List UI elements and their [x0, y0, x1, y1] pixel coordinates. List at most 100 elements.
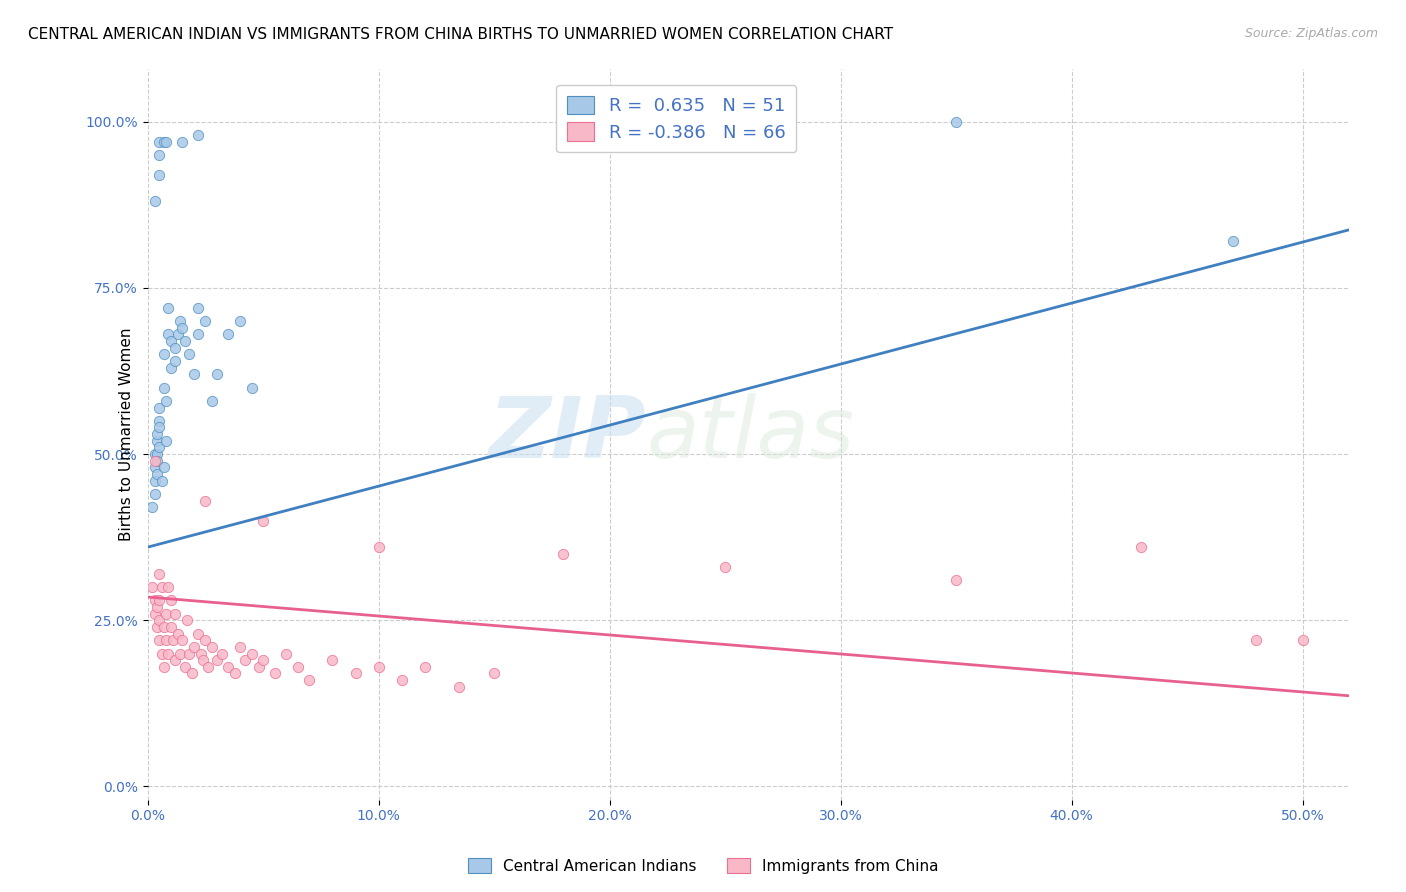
Point	[148, 168, 170, 182]
Point	[148, 135, 170, 149]
Point	[148, 401, 170, 415]
Point	[252, 514, 274, 528]
Text: atlas: atlas	[647, 392, 853, 475]
Point	[553, 547, 575, 561]
Point	[172, 320, 194, 334]
Point	[143, 474, 166, 488]
Point	[159, 620, 181, 634]
Point	[153, 660, 176, 674]
Point	[1129, 540, 1152, 554]
Point	[240, 381, 263, 395]
Point	[162, 633, 184, 648]
Legend: Central American Indians, Immigrants from China: Central American Indians, Immigrants fro…	[461, 852, 945, 880]
Point	[150, 647, 173, 661]
Point	[155, 135, 177, 149]
Point	[183, 368, 205, 382]
Point	[229, 640, 252, 654]
Point	[157, 580, 180, 594]
Point	[165, 607, 187, 621]
Point	[159, 334, 181, 348]
Point	[276, 647, 298, 661]
Point	[146, 434, 169, 448]
Point	[179, 647, 201, 661]
Point	[146, 427, 169, 442]
Point	[201, 393, 224, 408]
Point	[1291, 633, 1313, 648]
Point	[157, 301, 180, 315]
Point	[218, 327, 240, 342]
Point	[179, 347, 201, 361]
Point	[148, 633, 170, 648]
Point	[252, 653, 274, 667]
Point	[201, 640, 224, 654]
Point	[166, 626, 188, 640]
Point	[153, 460, 176, 475]
Point	[413, 660, 436, 674]
Point	[172, 633, 194, 648]
Point	[148, 613, 170, 627]
Point	[224, 666, 246, 681]
Point	[155, 434, 177, 448]
Point	[146, 454, 169, 468]
Point	[143, 593, 166, 607]
Point	[1222, 235, 1244, 249]
Point	[157, 647, 180, 661]
Point	[205, 368, 228, 382]
Legend: R =  0.635   N = 51, R = -0.386   N = 66: R = 0.635 N = 51, R = -0.386 N = 66	[557, 85, 796, 153]
Point	[218, 660, 240, 674]
Point	[155, 607, 177, 621]
Point	[173, 334, 195, 348]
Point	[229, 314, 252, 328]
Point	[141, 500, 163, 515]
Point	[143, 194, 166, 209]
Point	[197, 660, 219, 674]
Point	[391, 673, 413, 687]
Text: Source: ZipAtlas.com: Source: ZipAtlas.com	[1244, 27, 1378, 40]
Point	[187, 626, 209, 640]
Point	[148, 148, 170, 162]
Point	[211, 647, 233, 661]
Point	[148, 441, 170, 455]
Point	[166, 327, 188, 342]
Point	[176, 613, 198, 627]
Point	[190, 647, 212, 661]
Point	[150, 580, 173, 594]
Point	[155, 633, 177, 648]
Point	[169, 314, 191, 328]
Point	[233, 653, 256, 667]
Point	[945, 574, 967, 588]
Y-axis label: Births to Unmarried Women: Births to Unmarried Women	[118, 327, 134, 541]
Text: CENTRAL AMERICAN INDIAN VS IMMIGRANTS FROM CHINA BIRTHS TO UNMARRIED WOMEN CORRE: CENTRAL AMERICAN INDIAN VS IMMIGRANTS FR…	[28, 27, 893, 42]
Point	[146, 599, 169, 614]
Point	[143, 487, 166, 501]
Point	[482, 666, 505, 681]
Point	[157, 327, 180, 342]
Point	[143, 454, 166, 468]
Point	[247, 660, 270, 674]
Point	[159, 593, 181, 607]
Point	[172, 135, 194, 149]
Point	[173, 660, 195, 674]
Point	[367, 540, 389, 554]
Point	[153, 620, 176, 634]
Point	[148, 566, 170, 581]
Point	[153, 381, 176, 395]
Point	[191, 653, 214, 667]
Point	[143, 460, 166, 475]
Point	[143, 447, 166, 461]
Point	[187, 128, 209, 142]
Point	[169, 647, 191, 661]
Point	[143, 607, 166, 621]
Point	[148, 420, 170, 434]
Point	[344, 666, 367, 681]
Point	[187, 327, 209, 342]
Point	[287, 660, 309, 674]
Point	[148, 414, 170, 428]
Point	[165, 354, 187, 368]
Point	[165, 341, 187, 355]
Point	[945, 114, 967, 128]
Point	[298, 673, 321, 687]
Point	[153, 347, 176, 361]
Point	[153, 135, 176, 149]
Point	[205, 653, 228, 667]
